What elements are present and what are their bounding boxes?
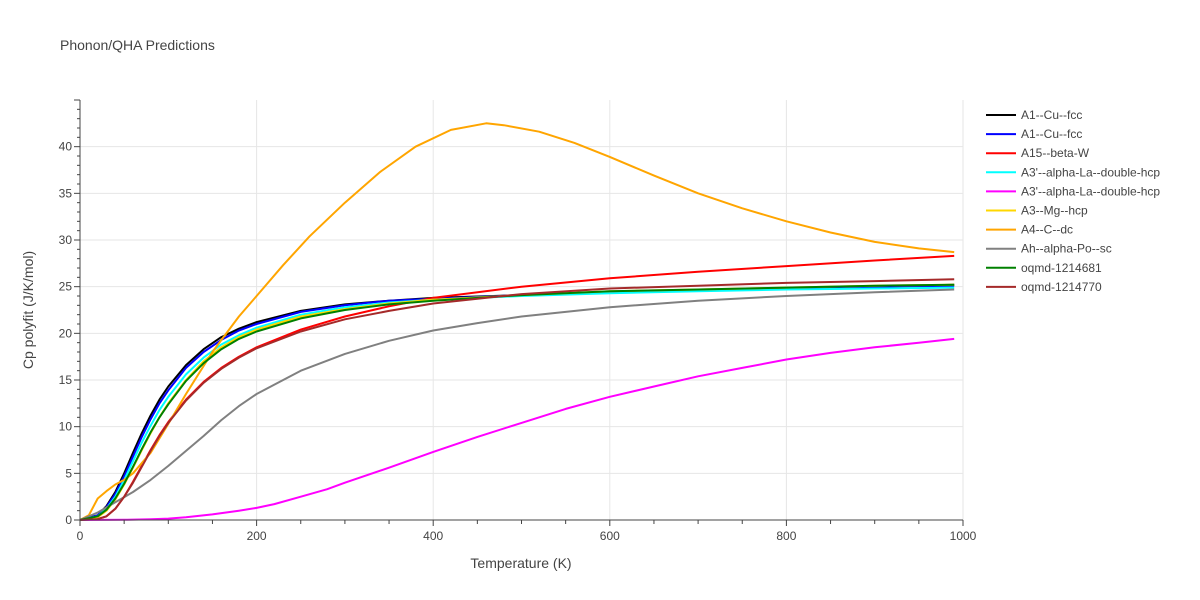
series-line-7 [79, 288, 955, 521]
legend-item[interactable]: A1--Cu--fcc [986, 108, 1082, 122]
series-line-6 [79, 122, 955, 521]
y-tick-label: 5 [65, 466, 72, 480]
legend-label: Ah--alpha-Po--sc [1021, 242, 1112, 256]
series-line-5 [79, 283, 955, 521]
x-tick-label: 800 [776, 529, 796, 543]
legend-item[interactable]: A3'--alpha-La--double-hcp [986, 165, 1160, 179]
series-line-0 [79, 283, 955, 521]
y-tick-label: 40 [59, 140, 73, 154]
legend-item[interactable]: A4--C--dc [986, 223, 1073, 237]
y-tick-label: 25 [59, 280, 73, 294]
y-tick-label: 15 [59, 373, 73, 387]
y-axis-title: Cp polyfit (J/K/mol) [20, 251, 36, 369]
legend-label: A15--beta-W [1021, 146, 1090, 160]
legend-item[interactable]: A1--Cu--fcc [986, 127, 1082, 141]
legend-label: A3'--alpha-La--double-hcp [1021, 165, 1160, 179]
legend-item[interactable]: A3--Mg--hcp [986, 204, 1088, 218]
x-tick-label: 1000 [950, 529, 977, 543]
y-tick-label: 30 [59, 233, 73, 247]
axes [74, 99, 964, 526]
series-line-3 [79, 286, 955, 521]
grid-lines [80, 100, 964, 520]
legend[interactable]: A1--Cu--fcc A1--Cu--fcc A15--beta-W A3'--al… [986, 108, 1160, 294]
legend-label: oqmd-1214681 [1021, 261, 1102, 275]
tick-labels: 0 200 400 600 800 1000 0 5 10 15 20 25 30 35 40 [59, 140, 977, 543]
legend-item[interactable]: A3'--alpha-La--double-hcp [986, 184, 1160, 198]
series-line-8 [79, 283, 955, 521]
y-tick-label: 0 [65, 513, 72, 527]
x-tick-label: 600 [600, 529, 620, 543]
legend-label: A3'--alpha-La--double-hcp [1021, 184, 1160, 198]
x-axis-title: Temperature (K) [470, 555, 571, 571]
series-line-9 [79, 278, 955, 521]
legend-item[interactable]: A15--beta-W [986, 146, 1090, 160]
x-tick-label: 400 [423, 529, 443, 543]
legend-item[interactable]: Ah--alpha-Po--sc [986, 242, 1112, 256]
plot-area [79, 122, 955, 521]
legend-item[interactable]: oqmd-1214770 [986, 280, 1102, 294]
series-line-1 [79, 284, 955, 521]
y-tick-label: 20 [59, 326, 73, 340]
legend-label: A3--Mg--hcp [1021, 204, 1088, 218]
legend-item[interactable]: oqmd-1214681 [986, 261, 1102, 275]
y-tick-label: 10 [59, 420, 73, 434]
series-line-4 [79, 337, 955, 521]
legend-label: oqmd-1214770 [1021, 280, 1102, 294]
x-tick-label: 200 [247, 529, 267, 543]
chart-title: Phonon/QHA Predictions [60, 37, 215, 53]
legend-label: A1--Cu--fcc [1021, 108, 1082, 122]
y-tick-label: 35 [59, 186, 73, 200]
x-tick-label: 0 [77, 529, 84, 543]
legend-label: A1--Cu--fcc [1021, 127, 1082, 141]
legend-label: A4--C--dc [1021, 223, 1073, 237]
